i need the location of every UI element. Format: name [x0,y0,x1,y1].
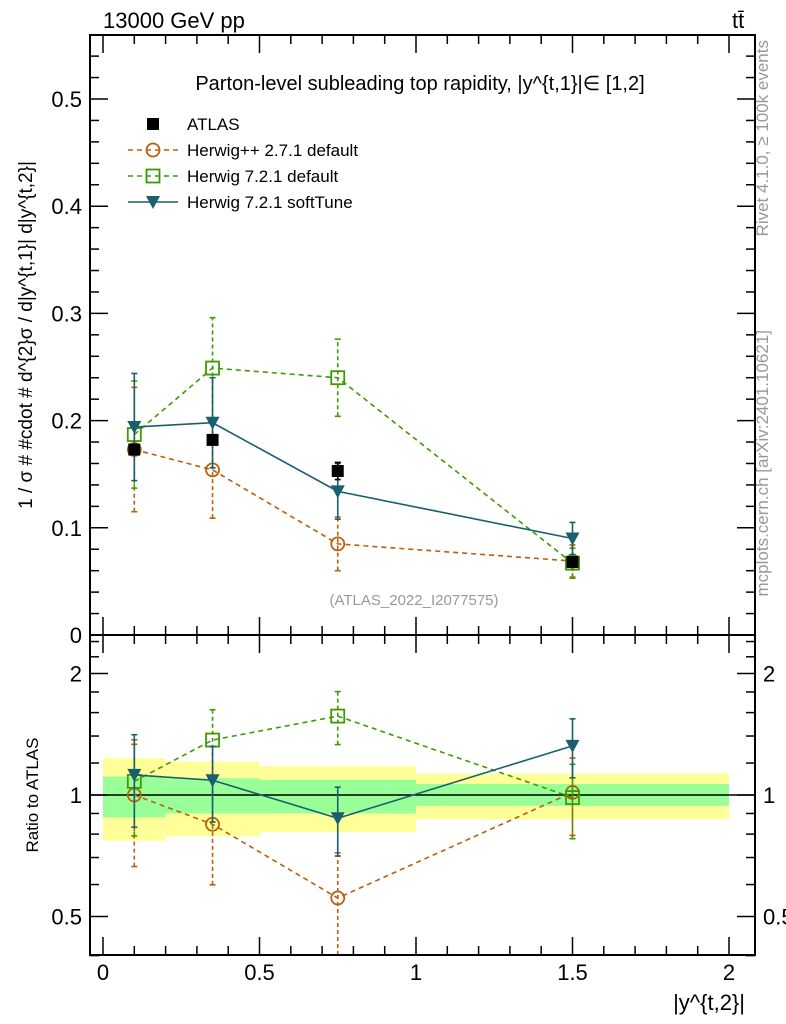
ratio-y-tick-label: 0.5 [763,905,786,930]
main-line-softtune [134,421,573,540]
marker-open-square [145,168,161,184]
x-tick-label: 0.5 [244,960,275,985]
marker-triangle-down [565,739,580,753]
marker-open-square [330,370,346,386]
legend-label-atlas: ATLAS [187,115,240,134]
ratio-series-softtune [127,718,580,857]
marker-open-square [330,708,346,724]
marker-open-square [205,360,220,376]
ratio-y-tick-label: 1 [70,783,82,808]
main-series-h7default [126,316,580,579]
legend: ATLAS Herwig++ 2.7.1 default Herwig 7.2.1 … [128,115,358,212]
marker-triangle-down [127,421,142,435]
legend-label-h7default: Herwig 7.2.1 default [187,167,338,186]
x-tick-label: 2 [723,960,735,985]
y-tick-label: 0.2 [51,409,82,434]
x-tick-label: 0 [97,960,109,985]
ratio-line-softtune [134,745,573,820]
y-tick-label: 0.5 [51,87,82,112]
main-series-atlas [128,433,579,569]
marker-filled-square [566,556,579,569]
marker-open-square [565,790,580,805]
marker-triangle-down [205,416,220,430]
marker-open-circle [330,536,346,552]
header-process-label: tt̄ [732,8,744,33]
marker-filled-square [206,433,219,446]
analysis-watermark: (ATLAS_2022_I2077575) [329,592,498,609]
marker-triangle-down [565,532,580,546]
ratio-y-tick-label: 1 [763,783,775,808]
ratio-y-tick-label: 2 [763,662,775,687]
ratio-y-tick-label: 2 [70,662,82,687]
x-tick-label: 1.5 [557,960,588,985]
marker-open-circle [145,142,161,158]
marker-triangle-down [146,196,160,209]
marker-triangle-down [330,812,345,826]
marker-triangle-down [205,774,220,788]
ratio-axis-label: Ratio to ATLAS [23,738,42,853]
y-tick-label: 0.1 [51,516,82,541]
ratio-line-herwigpp [134,791,573,899]
legend-label-softtune: Herwig 7.2.1 softTune [187,193,353,212]
main-line-h7default [133,367,573,564]
data-marks [126,316,580,955]
ratio-uncertainty-bands [90,758,755,841]
mcplots-label: mcplots.cern.ch [arXiv:2401.10621] [753,330,772,596]
marker-filled-square [331,464,344,477]
main-line-herwigpp [134,448,573,562]
legend-label-herwigpp: Herwig++ 2.7.1 default [187,141,358,160]
y-tick-label: 0.4 [51,194,82,219]
y-tick-label: 0 [70,623,82,648]
x-tick-label: 1 [410,960,422,985]
rivet-version-label: Rivet 4.1.0, ≥ 100k events [753,40,772,236]
main-series-softtune [127,372,580,556]
main-series-herwigpp [126,386,580,578]
plot-title: Parton-level subleading top rapidity, |y… [195,73,644,95]
marker-filled-square [147,118,159,130]
marker-triangle-down [127,768,142,782]
axes: 0 0.1 0.2 0.3 0.4 0.5 0 0.5 1 1.5 2 0.5 0.5 1 1 2 2 [51,34,786,985]
header-energy-label: 13000 GeV pp [103,8,245,33]
x-axis-label: |y^{t,2}| [673,990,745,1015]
y-tick-label: 0.3 [51,301,82,326]
marker-open-circle [330,890,346,906]
marker-triangle-down [330,485,345,499]
ratio-y-tick-label: 0.5 [51,905,82,930]
marker-filled-square [128,443,141,456]
y-axis-label: 1 / σ # #cdot # d^{2}σ / d|y^{t,1}| d|y^… [16,161,37,509]
